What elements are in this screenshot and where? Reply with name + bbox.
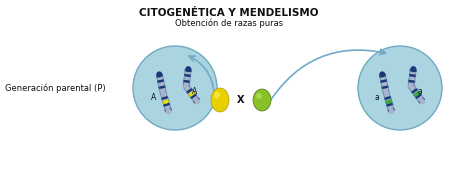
Ellipse shape xyxy=(211,88,229,112)
Polygon shape xyxy=(409,69,417,72)
Polygon shape xyxy=(409,74,416,77)
Circle shape xyxy=(379,71,385,77)
Polygon shape xyxy=(161,96,168,100)
Polygon shape xyxy=(188,90,196,97)
Polygon shape xyxy=(185,69,192,72)
Polygon shape xyxy=(158,85,166,89)
Polygon shape xyxy=(411,88,418,94)
Circle shape xyxy=(133,46,217,130)
Polygon shape xyxy=(380,79,387,83)
Polygon shape xyxy=(163,102,170,107)
Polygon shape xyxy=(157,74,166,93)
Polygon shape xyxy=(408,80,415,83)
Circle shape xyxy=(358,46,442,130)
Circle shape xyxy=(156,71,162,77)
Text: a: a xyxy=(418,86,422,96)
Circle shape xyxy=(183,82,190,89)
Text: CITOGENÉTICA Y MENDELISMO: CITOGENÉTICA Y MENDELISMO xyxy=(139,8,319,18)
Circle shape xyxy=(382,89,390,96)
Polygon shape xyxy=(418,97,425,104)
Polygon shape xyxy=(162,99,170,104)
Polygon shape xyxy=(383,91,394,112)
Polygon shape xyxy=(379,74,389,93)
Polygon shape xyxy=(164,108,172,112)
Polygon shape xyxy=(386,102,393,107)
Text: a: a xyxy=(375,93,380,101)
Circle shape xyxy=(194,98,200,104)
Polygon shape xyxy=(186,88,193,94)
Polygon shape xyxy=(415,93,422,99)
Polygon shape xyxy=(385,99,392,104)
Polygon shape xyxy=(413,90,420,97)
Polygon shape xyxy=(160,91,171,112)
Circle shape xyxy=(166,108,172,114)
Polygon shape xyxy=(381,85,389,89)
Polygon shape xyxy=(384,96,392,100)
Polygon shape xyxy=(184,74,191,77)
Polygon shape xyxy=(193,97,200,104)
Text: A: A xyxy=(192,86,198,96)
Circle shape xyxy=(408,82,414,89)
Text: Generación parental (P): Generación parental (P) xyxy=(5,83,106,93)
Text: Obtención de razas puras: Obtención de razas puras xyxy=(175,19,283,29)
Polygon shape xyxy=(184,84,200,103)
Circle shape xyxy=(410,66,416,72)
Circle shape xyxy=(419,98,425,104)
Text: A: A xyxy=(151,93,157,101)
Polygon shape xyxy=(183,80,190,83)
Polygon shape xyxy=(183,69,191,86)
Polygon shape xyxy=(156,74,163,78)
Polygon shape xyxy=(409,84,425,103)
Ellipse shape xyxy=(214,92,220,98)
Circle shape xyxy=(185,66,191,72)
Circle shape xyxy=(159,89,167,96)
Polygon shape xyxy=(190,93,197,99)
Text: X: X xyxy=(237,95,245,105)
Polygon shape xyxy=(157,79,164,83)
Polygon shape xyxy=(379,74,386,78)
Polygon shape xyxy=(408,69,416,86)
Ellipse shape xyxy=(253,89,271,111)
Circle shape xyxy=(388,108,395,114)
Polygon shape xyxy=(387,108,395,112)
Ellipse shape xyxy=(256,93,262,99)
